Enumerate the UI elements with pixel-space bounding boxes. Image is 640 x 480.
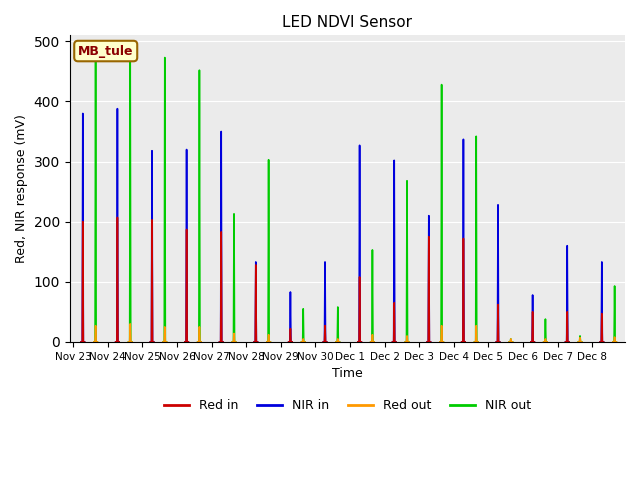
Red in bbox=[77, 339, 85, 345]
Line: Red out: Red out bbox=[94, 324, 616, 342]
NIR in bbox=[148, 148, 156, 154]
Red out bbox=[371, 339, 378, 345]
NIR out bbox=[371, 339, 378, 345]
Red in bbox=[219, 339, 227, 345]
NIR out bbox=[90, 339, 98, 345]
Line: Red in: Red in bbox=[81, 217, 604, 342]
NIR in bbox=[355, 339, 363, 345]
NIR in bbox=[358, 339, 365, 345]
Red in bbox=[565, 339, 573, 345]
Red in bbox=[358, 339, 365, 345]
Red out bbox=[578, 339, 586, 345]
Red out bbox=[161, 324, 169, 330]
Red out bbox=[368, 339, 376, 345]
NIR out bbox=[368, 339, 376, 345]
Red out bbox=[90, 339, 98, 345]
Text: MB_tule: MB_tule bbox=[78, 45, 134, 58]
NIR in bbox=[219, 339, 227, 345]
Y-axis label: Red, NIR response (mV): Red, NIR response (mV) bbox=[15, 114, 28, 263]
NIR in bbox=[319, 339, 327, 345]
Red in bbox=[148, 217, 156, 223]
NIR out bbox=[161, 55, 169, 60]
Red in bbox=[355, 339, 363, 345]
NIR in bbox=[565, 339, 573, 345]
NIR in bbox=[77, 339, 85, 345]
Red in bbox=[319, 339, 327, 345]
Red out bbox=[332, 339, 340, 345]
Red out bbox=[232, 339, 239, 345]
NIR out bbox=[332, 339, 340, 345]
X-axis label: Time: Time bbox=[332, 367, 363, 380]
Line: NIR in: NIR in bbox=[81, 108, 604, 342]
Title: LED NDVI Sensor: LED NDVI Sensor bbox=[282, 15, 412, 30]
Line: NIR out: NIR out bbox=[94, 48, 616, 342]
NIR out bbox=[578, 339, 586, 345]
Legend: Red in, NIR in, Red out, NIR out: Red in, NIR in, Red out, NIR out bbox=[159, 394, 536, 417]
NIR out bbox=[232, 339, 239, 345]
